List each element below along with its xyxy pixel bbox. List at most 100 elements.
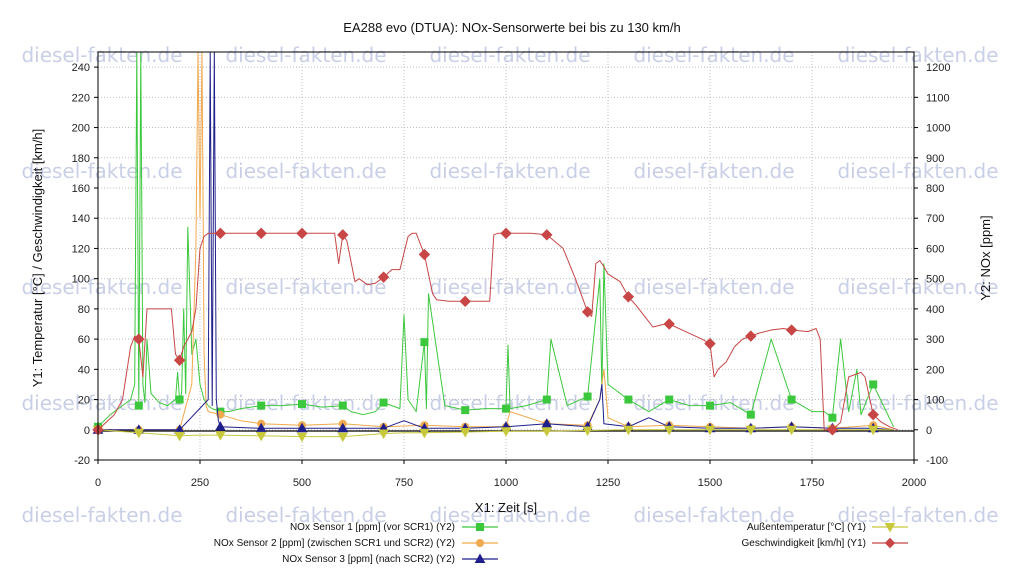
data-point [133, 428, 145, 439]
data-point [500, 227, 512, 240]
x-tick-label: 500 [293, 477, 311, 489]
data-point [255, 431, 267, 442]
legend-label: NOx Sensor 2 [ppm] (zwischen SCR1 und SC… [214, 538, 455, 549]
data-point [745, 425, 757, 436]
series-line [98, 51, 894, 431]
data-point [378, 429, 389, 440]
data-point [418, 248, 431, 261]
data-point [746, 410, 755, 419]
watermark-text: diesel-fakten.de [21, 43, 182, 67]
y1-tick-label: 40 [78, 364, 90, 376]
y2-tick-label: 700 [926, 213, 944, 225]
y2-tick-label: 400 [926, 304, 944, 316]
data-point [134, 401, 143, 410]
data-point [420, 338, 429, 347]
watermark-text: diesel-fakten.de [429, 43, 590, 67]
watermark-text: diesel-fakten.de [21, 391, 182, 415]
data-point [826, 424, 839, 436]
watermark-text: diesel-fakten.de [837, 391, 998, 415]
legend-swatch-marker [476, 539, 484, 547]
legend-item: NOx Sensor 3 [ppm] (nach SCR2) (Y2) [282, 553, 498, 565]
data-point [623, 425, 634, 436]
plot-frame [97, 51, 915, 461]
data-point [214, 227, 227, 240]
data-point [338, 401, 347, 410]
chart-title: EA288 evo (DTUA): NOx-Sensorwerte bei bi… [343, 20, 680, 35]
y1-tick-label: 200 [72, 123, 90, 135]
watermark-text: diesel-fakten.de [837, 159, 998, 183]
x-tick-label: 1750 [800, 477, 824, 489]
watermark-text: diesel-fakten.de [837, 503, 998, 527]
x-tick-label: 0 [95, 477, 101, 489]
data-point [459, 428, 471, 438]
data-point [869, 380, 878, 389]
watermark-text: diesel-fakten.de [837, 43, 998, 67]
y1-tick-label: 140 [72, 213, 90, 225]
y1-tick-label: -20 [74, 455, 90, 467]
legend-item: NOx Sensor 1 [ppm] (vor SCR1) (Y2) [290, 522, 498, 533]
watermark-text: diesel-fakten.de [225, 159, 386, 183]
data-point [175, 395, 184, 404]
data-point [583, 392, 592, 401]
legend: NOx Sensor 1 [ppm] (vor SCR1) (Y2) NOx Se… [214, 522, 908, 565]
x-tick-label: 2000 [902, 477, 926, 489]
data-point [461, 406, 470, 415]
y2-tick-label: 1100 [926, 92, 950, 104]
data-point [173, 354, 186, 366]
data-point [500, 427, 512, 437]
legend-swatch-marker [884, 523, 896, 533]
legend-swatch-marker [474, 553, 486, 563]
legend-item: NOx Sensor 2 [ppm] (zwischen SCR1 und SC… [214, 538, 498, 549]
data-point [542, 395, 551, 404]
data-point [337, 432, 349, 443]
data-point [582, 426, 593, 437]
y2-tick-label: 600 [926, 243, 944, 255]
watermark-text: diesel-fakten.de [225, 43, 386, 67]
data-point [377, 271, 390, 283]
watermark-text: diesel-fakten.de [429, 159, 590, 183]
y2-axis-label: Y2: NOx [ppm] [978, 215, 993, 300]
data-point [133, 333, 145, 345]
watermark-text: diesel-fakten.de [633, 503, 794, 527]
data-point [337, 422, 349, 433]
data-point [622, 291, 635, 303]
data-point [745, 330, 757, 342]
data-point [298, 400, 306, 409]
y1-tick-label: 120 [72, 243, 90, 255]
series-line [97, 429, 894, 438]
y2-tick-label: 900 [926, 153, 944, 165]
legend-item: Außentemperatur [°C] (Y1) [747, 522, 908, 533]
data-point [704, 425, 716, 436]
data-point [867, 425, 879, 436]
data-point [502, 404, 510, 413]
data-point [255, 422, 267, 433]
data-point [663, 425, 675, 436]
y1-tick-label: 60 [78, 334, 90, 346]
legend-label: Außentemperatur [°C] (Y1) [747, 522, 866, 533]
series-4 [92, 227, 898, 436]
y2-tick-label: 0 [926, 425, 932, 437]
legend-swatch-marker [476, 523, 484, 531]
data-point [706, 401, 714, 410]
data-point [296, 432, 308, 443]
data-point [419, 428, 430, 439]
data-point [828, 413, 837, 422]
watermark-text: diesel-fakten.de [429, 503, 590, 527]
data-point [379, 398, 388, 407]
data-point [257, 401, 266, 410]
data-point [541, 418, 553, 428]
legend-item: Geschwindigkeit [km/h] (Y1) [742, 537, 908, 549]
watermark-text: diesel-fakten.de [633, 43, 794, 67]
y1-tick-label: 20 [78, 395, 90, 407]
data-point [541, 427, 553, 437]
series-line [98, 51, 894, 431]
data-point [337, 229, 349, 241]
y1-tick-label: 80 [78, 304, 90, 316]
legend-label: NOx Sensor 1 [ppm] (vor SCR1) (Y2) [290, 522, 455, 533]
y1-tick-label: 160 [72, 183, 90, 195]
data-point [215, 431, 226, 441]
y1-tick-label: 0 [84, 425, 90, 437]
x-tick-label: 750 [395, 477, 413, 489]
y2-tick-label: 100 [926, 395, 944, 407]
data-point [663, 318, 675, 330]
